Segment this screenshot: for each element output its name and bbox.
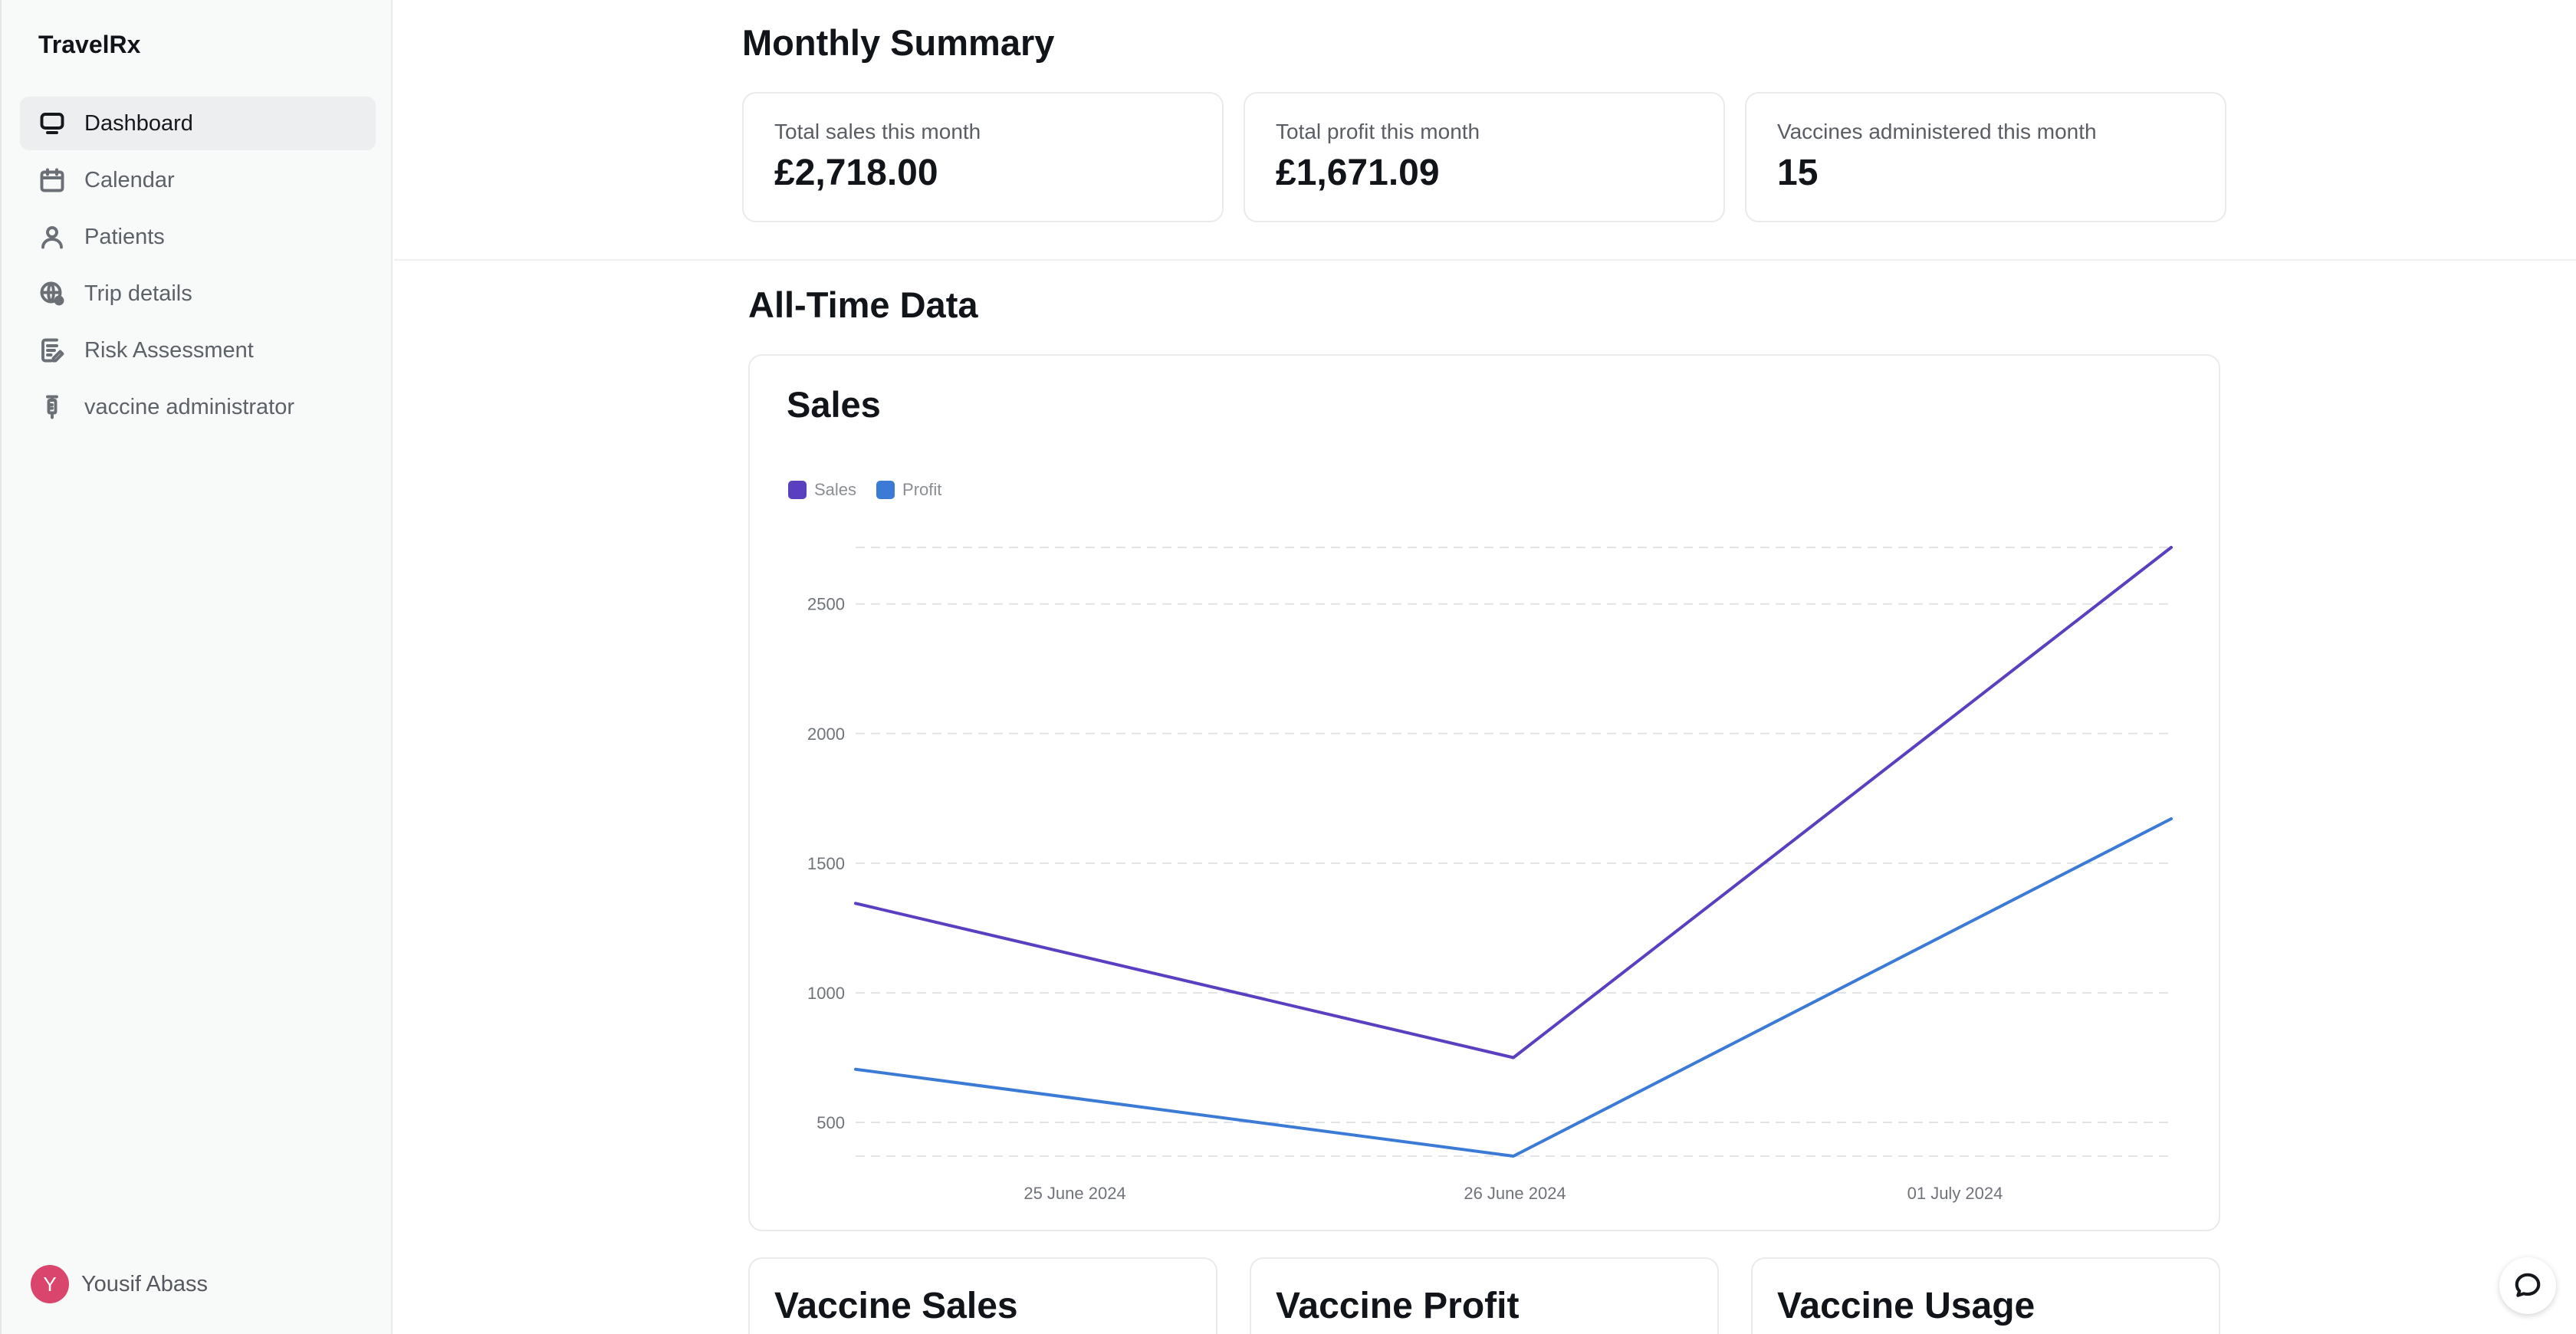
user-icon <box>37 222 67 252</box>
legend-label: Profit <box>902 480 942 499</box>
legend-item-sales[interactable]: Sales <box>788 480 856 500</box>
legend-swatch-profit <box>876 481 895 499</box>
stat-label: Vaccines administered this month <box>1777 120 2097 143</box>
calendar-icon <box>37 165 67 196</box>
chart-title: Sales <box>787 384 881 425</box>
stat-card-total-profit: Total profit this month £1,671.09 <box>1244 92 1725 222</box>
sales-line-chart: 500 1000 1500 2000 2500 25 June 2024 26 June 2… <box>807 546 2173 1203</box>
stat-value: £2,718.00 <box>774 153 938 193</box>
chart-legend: Sales Profit <box>788 480 961 500</box>
globe-pin-icon <box>37 278 67 309</box>
card-title: Vaccine Sales <box>774 1286 1018 1326</box>
sidebar-item-vaccine-administrator[interactable]: vaccine administrator <box>20 380 376 434</box>
vaccine-sales-card: Vaccine Sales <box>748 1257 1217 1334</box>
sidebar-item-trip-details[interactable]: Trip details <box>20 267 376 320</box>
y-tick-label: 1500 <box>807 854 845 873</box>
clipboard-edit-icon <box>37 335 67 366</box>
sidebar-item-label: Patients <box>84 224 165 249</box>
monitor-icon <box>37 108 67 139</box>
y-tick-label: 2000 <box>807 724 845 744</box>
legend-item-profit[interactable]: Profit <box>876 480 941 500</box>
y-tick-label: 500 <box>816 1113 845 1132</box>
legend-label: Sales <box>814 480 857 499</box>
sidebar-item-label: Trip details <box>84 281 192 306</box>
sidebar-item-risk-assessment[interactable]: Risk Assessment <box>20 324 376 377</box>
section-divider <box>394 259 2576 261</box>
sidebar-item-label: Calendar <box>84 167 175 192</box>
sales-chart-card: Sales Sales Profit 500 1000 1500 2000 2500 25… <box>748 354 2220 1231</box>
sidebar-item-patients[interactable]: Patients <box>20 210 376 264</box>
sidebar-item-calendar[interactable]: Calendar <box>20 153 376 207</box>
y-tick-label: 1000 <box>807 984 845 1003</box>
stat-value: 15 <box>1777 153 1819 193</box>
stat-label: Total sales this month <box>774 120 981 143</box>
series-line-profit <box>854 817 2173 1158</box>
user-profile[interactable]: Y Yousif Abass <box>31 1265 208 1303</box>
avatar: Y <box>31 1265 69 1303</box>
vaccine-profit-card: Vaccine Profit <box>1250 1257 1719 1334</box>
sidebar-item-label: Dashboard <box>84 110 193 136</box>
sidebar-item-dashboard[interactable]: Dashboard <box>20 97 376 150</box>
sidebar-nav: Dashboard Calendar Patients Trip details <box>20 97 376 437</box>
legend-swatch-sales <box>788 481 807 499</box>
stat-label: Total profit this month <box>1276 120 1480 143</box>
series-line-sales <box>854 546 2173 1060</box>
brand-logo-text[interactable]: TravelRx <box>38 31 141 58</box>
sidebar-item-label: vaccine administrator <box>84 394 294 419</box>
stat-card-total-sales: Total sales this month £2,718.00 <box>742 92 1224 222</box>
x-tick-label: 26 June 2024 <box>1464 1184 1566 1203</box>
stat-value: £1,671.09 <box>1276 153 1440 193</box>
stat-card-vaccines-administered: Vaccines administered this month 15 <box>1745 92 2226 222</box>
user-name: Yousif Abass <box>81 1271 208 1296</box>
sidebar: TravelRx Dashboard Calendar Patients <box>0 0 393 1334</box>
x-tick-label: 01 July 2024 <box>1907 1184 2003 1203</box>
x-tick-label: 25 June 2024 <box>1024 1184 1125 1203</box>
chat-button[interactable] <box>2499 1257 2556 1314</box>
syringe-icon <box>37 392 67 422</box>
y-tick-label: 2500 <box>807 595 845 614</box>
monthly-summary-title: Monthly Summary <box>742 22 1055 63</box>
chat-bubble-icon <box>2515 1273 2541 1297</box>
vaccine-usage-card: Vaccine Usage <box>1751 1257 2220 1334</box>
all-time-data-title: All-Time Data <box>748 284 978 325</box>
card-title: Vaccine Profit <box>1276 1286 1520 1326</box>
sidebar-item-label: Risk Assessment <box>84 337 254 363</box>
card-title: Vaccine Usage <box>1777 1286 2036 1326</box>
